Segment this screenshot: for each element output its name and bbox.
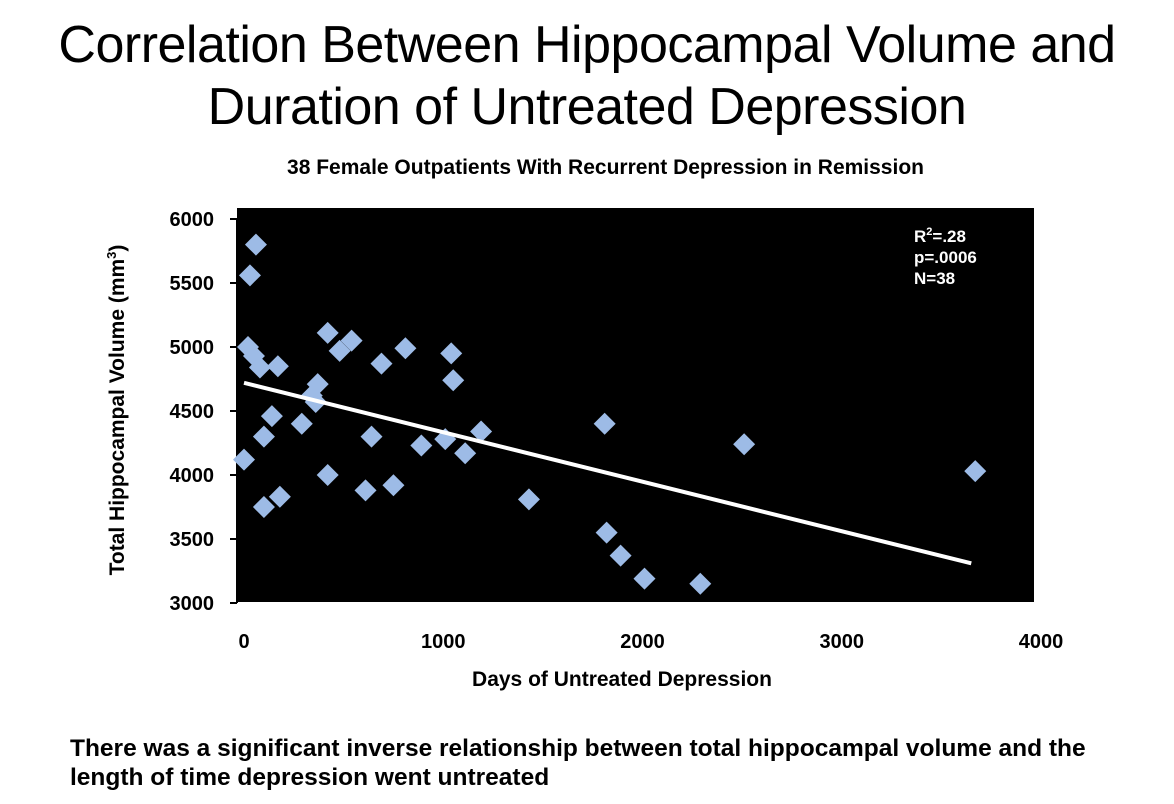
data-point — [290, 412, 313, 435]
data-point — [442, 369, 465, 392]
x-tick-label: 4000 — [1019, 631, 1064, 653]
chart-title-line-1: Correlation Between Hippocampal Volume a… — [58, 16, 1116, 74]
data-point — [252, 496, 275, 518]
plot-area — [237, 208, 1034, 602]
data-point — [266, 355, 289, 378]
y-tick-label: 5500 — [170, 273, 215, 295]
data-point — [340, 329, 363, 352]
data-point — [252, 425, 275, 448]
data-point — [593, 412, 616, 435]
data-point — [595, 521, 618, 544]
caption: There was a significant inverse relation… — [70, 735, 1086, 791]
data-point — [470, 420, 493, 443]
data-points — [233, 233, 987, 595]
x-axis-title: Days of Untreated Depression — [472, 668, 772, 691]
y-axis-title: Total Hippocampal Volume (mm3) — [104, 245, 129, 576]
y-tick-label: 4000 — [170, 465, 215, 487]
data-point — [316, 321, 339, 344]
data-point — [440, 342, 463, 365]
data-point — [517, 488, 540, 511]
x-tick-label: 0 — [238, 631, 249, 653]
data-point — [410, 434, 433, 457]
trend-line — [243, 380, 972, 566]
data-point — [454, 442, 477, 465]
stat-p-value: p=.0006 — [914, 248, 977, 267]
stat-n: N=38 — [914, 269, 955, 288]
data-point — [268, 485, 291, 508]
scatter-chart: 3000 3500 4000 4500 5000 5500 6000 0 1000 2000 30… — [104, 208, 1063, 691]
data-point — [733, 433, 756, 456]
stats-box: R2=.28 p=.0006 N=38 — [914, 226, 977, 288]
y-tick-label: 4500 — [170, 401, 215, 423]
chart-title: Correlation Between Hippocampal Volume a… — [0, 14, 1174, 138]
data-point — [964, 460, 987, 483]
y-tick-label: 5000 — [170, 337, 215, 359]
y-tick-label: 3500 — [170, 529, 215, 551]
x-tick-label: 1000 — [421, 631, 466, 653]
data-point — [248, 356, 271, 379]
chart-subtitle: 38 Female Outpatients With Recurrent Dep… — [287, 156, 924, 179]
data-point — [244, 233, 267, 256]
data-point — [360, 425, 383, 448]
x-tick-label: 2000 — [620, 631, 665, 653]
data-point — [316, 464, 339, 486]
chart-title-line-2: Duration of Untreated Depression — [207, 78, 967, 136]
data-point — [382, 474, 405, 497]
x-tick-label: 3000 — [820, 631, 865, 653]
data-point — [328, 339, 351, 362]
y-tick-label: 6000 — [170, 209, 215, 231]
stat-r2: R2=.28 — [914, 226, 966, 246]
data-point — [633, 567, 656, 590]
data-point — [238, 264, 261, 287]
x-axis: 0 1000 2000 3000 4000 — [238, 631, 1063, 653]
data-point — [609, 544, 632, 567]
data-point — [394, 337, 417, 360]
y-tick-label: 3000 — [170, 593, 215, 615]
data-point — [260, 405, 283, 428]
y-axis: 3000 3500 4000 4500 5000 5500 6000 — [170, 209, 238, 615]
data-point — [233, 448, 255, 471]
data-point — [354, 479, 377, 502]
data-point — [689, 572, 712, 595]
data-point — [370, 352, 393, 375]
